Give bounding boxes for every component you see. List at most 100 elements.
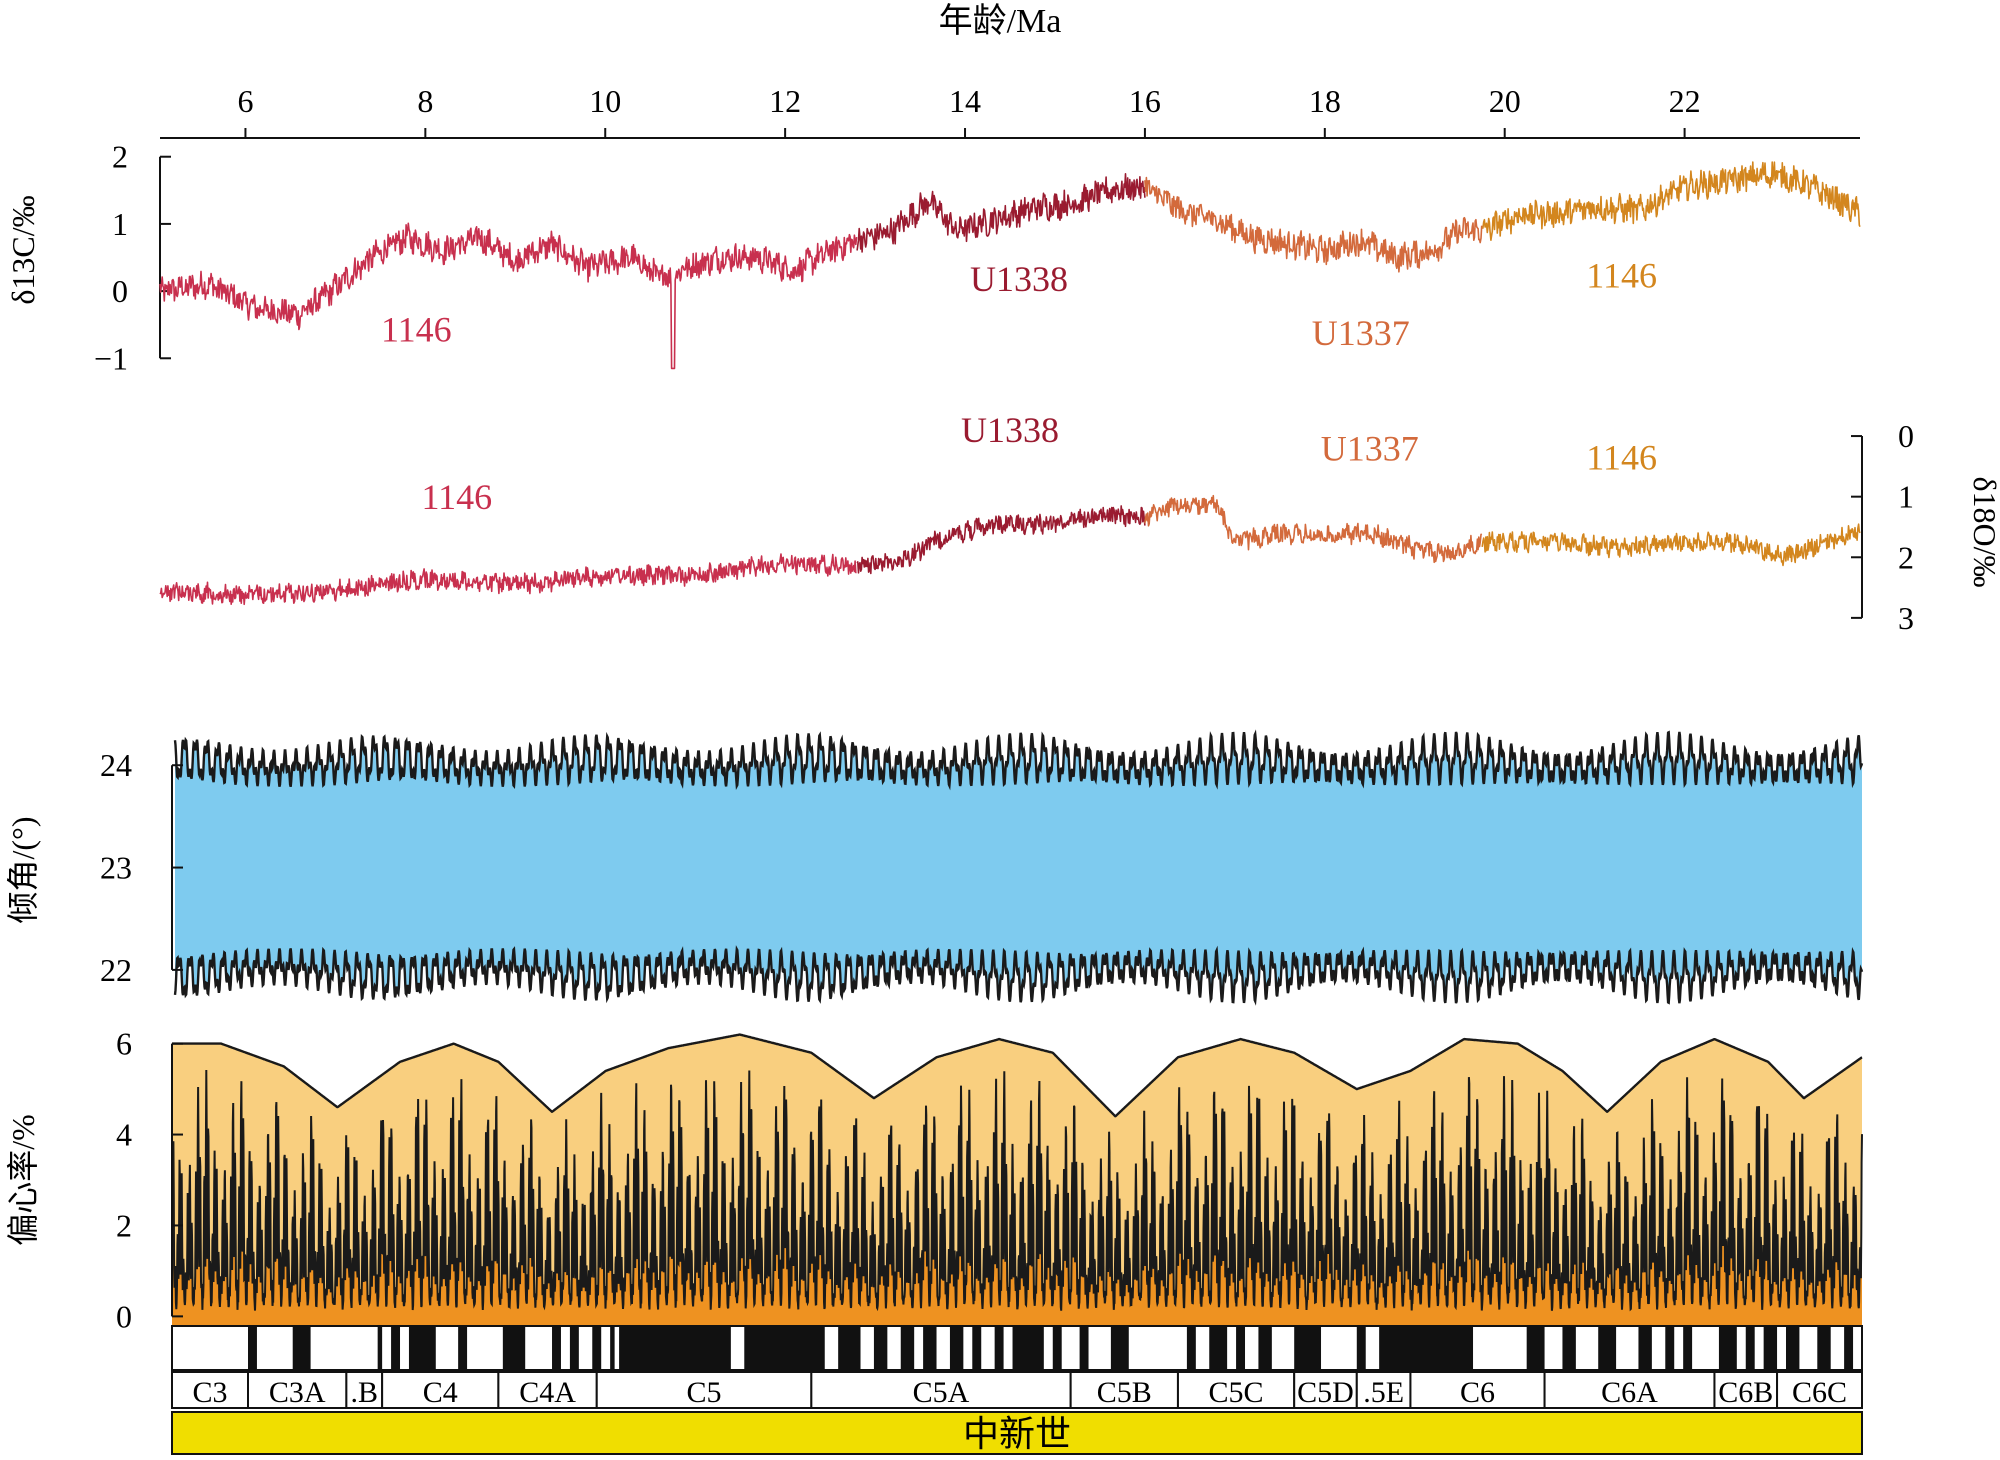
normal-polarity-block bbox=[292, 1326, 311, 1370]
chron-box bbox=[171, 1371, 250, 1409]
d13c-panel: 2 1 0 −1 δ13C/‰ 1146 U1338 U1337 1146 bbox=[5, 139, 1861, 376]
site-label: U1338 bbox=[970, 259, 1068, 299]
y-axis-tick-label: 24 bbox=[100, 747, 132, 783]
d13c-ylabel: δ13C/‰ bbox=[5, 195, 41, 304]
eccentricity-line bbox=[171, 1069, 1863, 1312]
chron-label: C3A bbox=[269, 1376, 326, 1409]
normal-polarity-block bbox=[377, 1326, 383, 1370]
normal-polarity-block bbox=[1079, 1326, 1089, 1370]
normal-polarity-block bbox=[994, 1326, 1004, 1370]
chron-box bbox=[1176, 1371, 1296, 1409]
normal-polarity-block bbox=[1598, 1326, 1617, 1370]
normal-polarity-block bbox=[972, 1326, 982, 1370]
top-age-ticks: 6 8 10 12 14 16 18 20 22 bbox=[160, 83, 1860, 139]
normal-polarity-block bbox=[1356, 1326, 1366, 1370]
obliquity-ylabel: 倾角/(°) bbox=[5, 816, 41, 923]
top-axis-tick-label: 22 bbox=[1669, 83, 1701, 119]
site-label: U1337 bbox=[1321, 428, 1419, 468]
chron-label: C3 bbox=[192, 1376, 227, 1409]
normal-polarity-block bbox=[1379, 1326, 1474, 1370]
site-label: U1338 bbox=[961, 410, 1059, 450]
normal-polarity-block bbox=[923, 1326, 937, 1370]
chron-label: .B bbox=[350, 1376, 378, 1409]
normal-polarity-block bbox=[1844, 1326, 1854, 1370]
obliquity-panel: 24 23 22 倾角/(°) bbox=[5, 729, 1864, 1006]
chron-box bbox=[497, 1371, 598, 1409]
series-line-u1337 bbox=[1144, 494, 1483, 564]
normal-polarity-block bbox=[1763, 1326, 1778, 1370]
chron-label: C4A bbox=[519, 1376, 576, 1409]
obliquity-axis: 24 23 22 bbox=[100, 747, 183, 988]
chron-label: C5C bbox=[1209, 1376, 1264, 1409]
top-axis-tick-label: 20 bbox=[1489, 83, 1521, 119]
obliquity-upper-line bbox=[173, 729, 1864, 791]
y-axis-tick-label: 3 bbox=[1898, 600, 1914, 636]
chron-label: C6B bbox=[1718, 1376, 1773, 1409]
top-axis-tick-label: 6 bbox=[237, 83, 253, 119]
chron-label: C5D bbox=[1297, 1376, 1354, 1409]
normal-polarity-block bbox=[1718, 1326, 1737, 1370]
normal-polarity-block bbox=[1236, 1326, 1246, 1370]
d18o-panel: 0 1 2 3 δ18O/‰ 1146 U1338 U1337 1146 bbox=[159, 410, 2000, 636]
normal-polarity-block bbox=[873, 1326, 888, 1370]
normal-polarity-block bbox=[248, 1326, 257, 1370]
normal-polarity-block bbox=[1209, 1326, 1228, 1370]
normal-polarity-block bbox=[1683, 1326, 1693, 1370]
chron-box bbox=[1069, 1371, 1179, 1409]
normal-polarity-block bbox=[744, 1326, 825, 1370]
site-label: 1146 bbox=[1586, 256, 1657, 296]
top-axis-tick-label: 10 bbox=[589, 83, 621, 119]
normal-polarity-block bbox=[619, 1326, 731, 1370]
chron-label: C6A bbox=[1601, 1376, 1658, 1409]
y-axis-tick-label: 0 bbox=[1898, 418, 1914, 454]
series-line-1146 bbox=[1482, 161, 1861, 241]
d18o-ylabel: δ18O/‰ bbox=[1967, 476, 2000, 587]
top-axis-tick-label: 16 bbox=[1129, 83, 1161, 119]
top-axis-tick-label: 12 bbox=[769, 83, 801, 119]
normal-polarity-block bbox=[1562, 1326, 1576, 1370]
y-axis-tick-label: 2 bbox=[112, 139, 128, 175]
top-axis-tick-label: 18 bbox=[1309, 83, 1341, 119]
eccentricity-panel: 6 4 2 0 偏心率/% bbox=[5, 1026, 1863, 1334]
obliquity-band bbox=[175, 731, 1862, 1004]
site-label: 1146 bbox=[381, 309, 452, 349]
top-axis-tick-label: 14 bbox=[949, 83, 981, 119]
obliquity-plot bbox=[173, 729, 1864, 1006]
chron-box bbox=[247, 1371, 348, 1409]
eccentricity-axis: 6 4 2 0 bbox=[116, 1026, 183, 1334]
d18o-axis: 0 1 2 3 bbox=[1851, 418, 1914, 636]
site-label: U1337 bbox=[1312, 313, 1410, 353]
y-axis-tick-label: 1 bbox=[1898, 479, 1914, 515]
y-axis-tick-label: 1 bbox=[112, 206, 128, 242]
normal-polarity-block bbox=[1638, 1326, 1652, 1370]
normal-polarity-block bbox=[1665, 1326, 1675, 1370]
obliquity-lower-line bbox=[173, 945, 1864, 1006]
chron-label: C6 bbox=[1460, 1376, 1495, 1409]
series-line-u1338 bbox=[856, 505, 1146, 575]
y-axis-tick-label: 2 bbox=[116, 1207, 132, 1243]
normal-polarity-block bbox=[949, 1326, 964, 1370]
y-axis-tick-label: 0 bbox=[116, 1298, 132, 1334]
chron-box bbox=[381, 1371, 500, 1409]
series-line-u1337 bbox=[1144, 176, 1483, 273]
d18o-series bbox=[159, 494, 1861, 606]
normal-polarity-block bbox=[592, 1326, 602, 1370]
eccentricity-envelope-line bbox=[172, 1033, 1863, 1118]
chron-label: .5E bbox=[1363, 1376, 1404, 1409]
d13c-axis: 2 1 0 −1 bbox=[94, 139, 171, 376]
normal-polarity-block bbox=[1186, 1326, 1196, 1370]
d13c-series bbox=[159, 161, 1861, 370]
chron-box bbox=[1713, 1371, 1779, 1409]
site-label: 1146 bbox=[1586, 437, 1657, 477]
normal-polarity-block bbox=[1785, 1326, 1800, 1370]
d13c-site-labels: 1146 U1338 U1337 1146 bbox=[381, 256, 1657, 353]
y-axis-tick-label: 6 bbox=[116, 1026, 132, 1062]
chron-label: C5A bbox=[913, 1376, 970, 1409]
normal-polarity-block bbox=[1110, 1326, 1129, 1370]
y-axis-tick-label: 2 bbox=[1898, 539, 1914, 575]
normal-polarity-block bbox=[1745, 1326, 1755, 1370]
eccentricity-ylabel: 偏心率/% bbox=[5, 1114, 41, 1246]
top-axis-tick-label: 8 bbox=[417, 83, 433, 119]
series-line-1146 bbox=[159, 222, 858, 370]
